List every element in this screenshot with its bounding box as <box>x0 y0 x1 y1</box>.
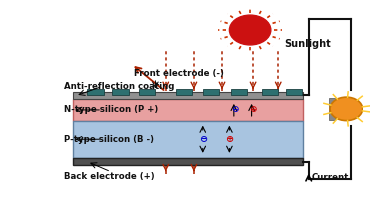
Text: Anti-reflection coating: Anti-reflection coating <box>64 82 174 91</box>
FancyBboxPatch shape <box>231 89 247 95</box>
FancyBboxPatch shape <box>139 89 155 95</box>
FancyBboxPatch shape <box>73 99 303 121</box>
Text: ⊖: ⊖ <box>232 105 239 114</box>
Text: ⊕: ⊕ <box>225 134 233 144</box>
Text: Sunlight: Sunlight <box>284 39 331 49</box>
Text: N-type silicon (P +): N-type silicon (P +) <box>64 105 158 114</box>
Text: Front electrode (-): Front electrode (-) <box>134 69 224 78</box>
FancyBboxPatch shape <box>203 89 219 95</box>
FancyBboxPatch shape <box>286 89 302 95</box>
Text: P-type silicon (B -): P-type silicon (B -) <box>64 135 154 144</box>
Text: ⊖: ⊖ <box>199 134 207 144</box>
Circle shape <box>330 97 363 121</box>
Circle shape <box>229 15 271 45</box>
FancyBboxPatch shape <box>87 89 104 95</box>
FancyBboxPatch shape <box>262 89 278 95</box>
FancyBboxPatch shape <box>176 89 192 95</box>
Text: Back electrode (+): Back electrode (+) <box>64 172 154 180</box>
FancyBboxPatch shape <box>73 92 303 99</box>
FancyBboxPatch shape <box>73 158 303 165</box>
Text: ⊕: ⊕ <box>249 105 257 114</box>
FancyBboxPatch shape <box>112 89 129 95</box>
Text: Current: Current <box>312 172 349 182</box>
FancyBboxPatch shape <box>329 98 335 119</box>
FancyBboxPatch shape <box>73 121 303 158</box>
